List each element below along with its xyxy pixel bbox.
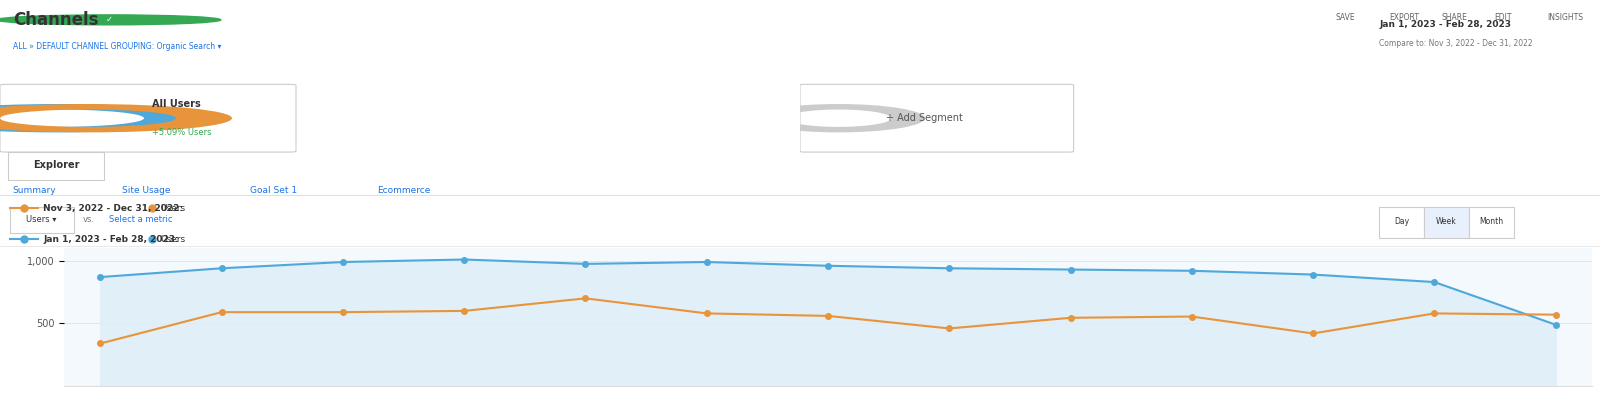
Text: All Users: All Users xyxy=(152,99,200,109)
Text: Goal Set 1: Goal Set 1 xyxy=(250,186,296,195)
Text: Users: Users xyxy=(160,204,186,213)
FancyBboxPatch shape xyxy=(800,84,1074,152)
Text: vs.: vs. xyxy=(83,214,96,223)
Text: Ecommerce: Ecommerce xyxy=(378,186,430,195)
Text: Users ▾: Users ▾ xyxy=(26,214,56,223)
Text: ALL » DEFAULT CHANNEL GROUPING: Organic Search ▾: ALL » DEFAULT CHANNEL GROUPING: Organic … xyxy=(13,42,221,50)
Wedge shape xyxy=(752,104,925,132)
Text: Explorer: Explorer xyxy=(32,160,80,170)
Text: Users: Users xyxy=(160,234,186,243)
FancyBboxPatch shape xyxy=(1424,207,1469,238)
Text: Select a metric: Select a metric xyxy=(109,214,173,223)
Text: Day: Day xyxy=(1394,217,1410,226)
Text: Month: Month xyxy=(1478,217,1504,226)
Text: SHARE: SHARE xyxy=(1442,13,1467,22)
Text: ✓: ✓ xyxy=(106,15,112,24)
Text: Compare to: Nov 3, 2022 - Dec 31, 2022: Compare to: Nov 3, 2022 - Dec 31, 2022 xyxy=(1379,39,1533,48)
Text: Jan 1, 2023 - Feb 28, 2023:: Jan 1, 2023 - Feb 28, 2023: xyxy=(43,234,179,243)
Text: INSIGHTS: INSIGHTS xyxy=(1547,13,1584,22)
Text: Summary: Summary xyxy=(13,186,56,195)
Text: Jan 1, 2023 - Feb 28, 2023: Jan 1, 2023 - Feb 28, 2023 xyxy=(1379,20,1510,29)
Text: Nov 3, 2022 - Dec 31, 2022:: Nov 3, 2022 - Dec 31, 2022: xyxy=(43,204,182,213)
Text: Channels: Channels xyxy=(13,11,98,29)
Text: +5.09% Users: +5.09% Users xyxy=(152,128,211,137)
Wedge shape xyxy=(0,104,200,132)
Text: SAVE: SAVE xyxy=(1336,13,1355,22)
FancyBboxPatch shape xyxy=(8,152,104,180)
FancyBboxPatch shape xyxy=(1379,207,1424,238)
Text: EDIT: EDIT xyxy=(1494,13,1512,22)
FancyBboxPatch shape xyxy=(10,207,74,233)
Text: Site Usage: Site Usage xyxy=(122,186,170,195)
FancyBboxPatch shape xyxy=(1469,207,1514,238)
Text: EXPORT: EXPORT xyxy=(1389,13,1419,22)
Text: + Add Segment: + Add Segment xyxy=(886,113,963,123)
Wedge shape xyxy=(0,104,232,132)
FancyBboxPatch shape xyxy=(0,84,296,152)
Circle shape xyxy=(0,15,221,25)
Text: Week: Week xyxy=(1437,217,1456,226)
